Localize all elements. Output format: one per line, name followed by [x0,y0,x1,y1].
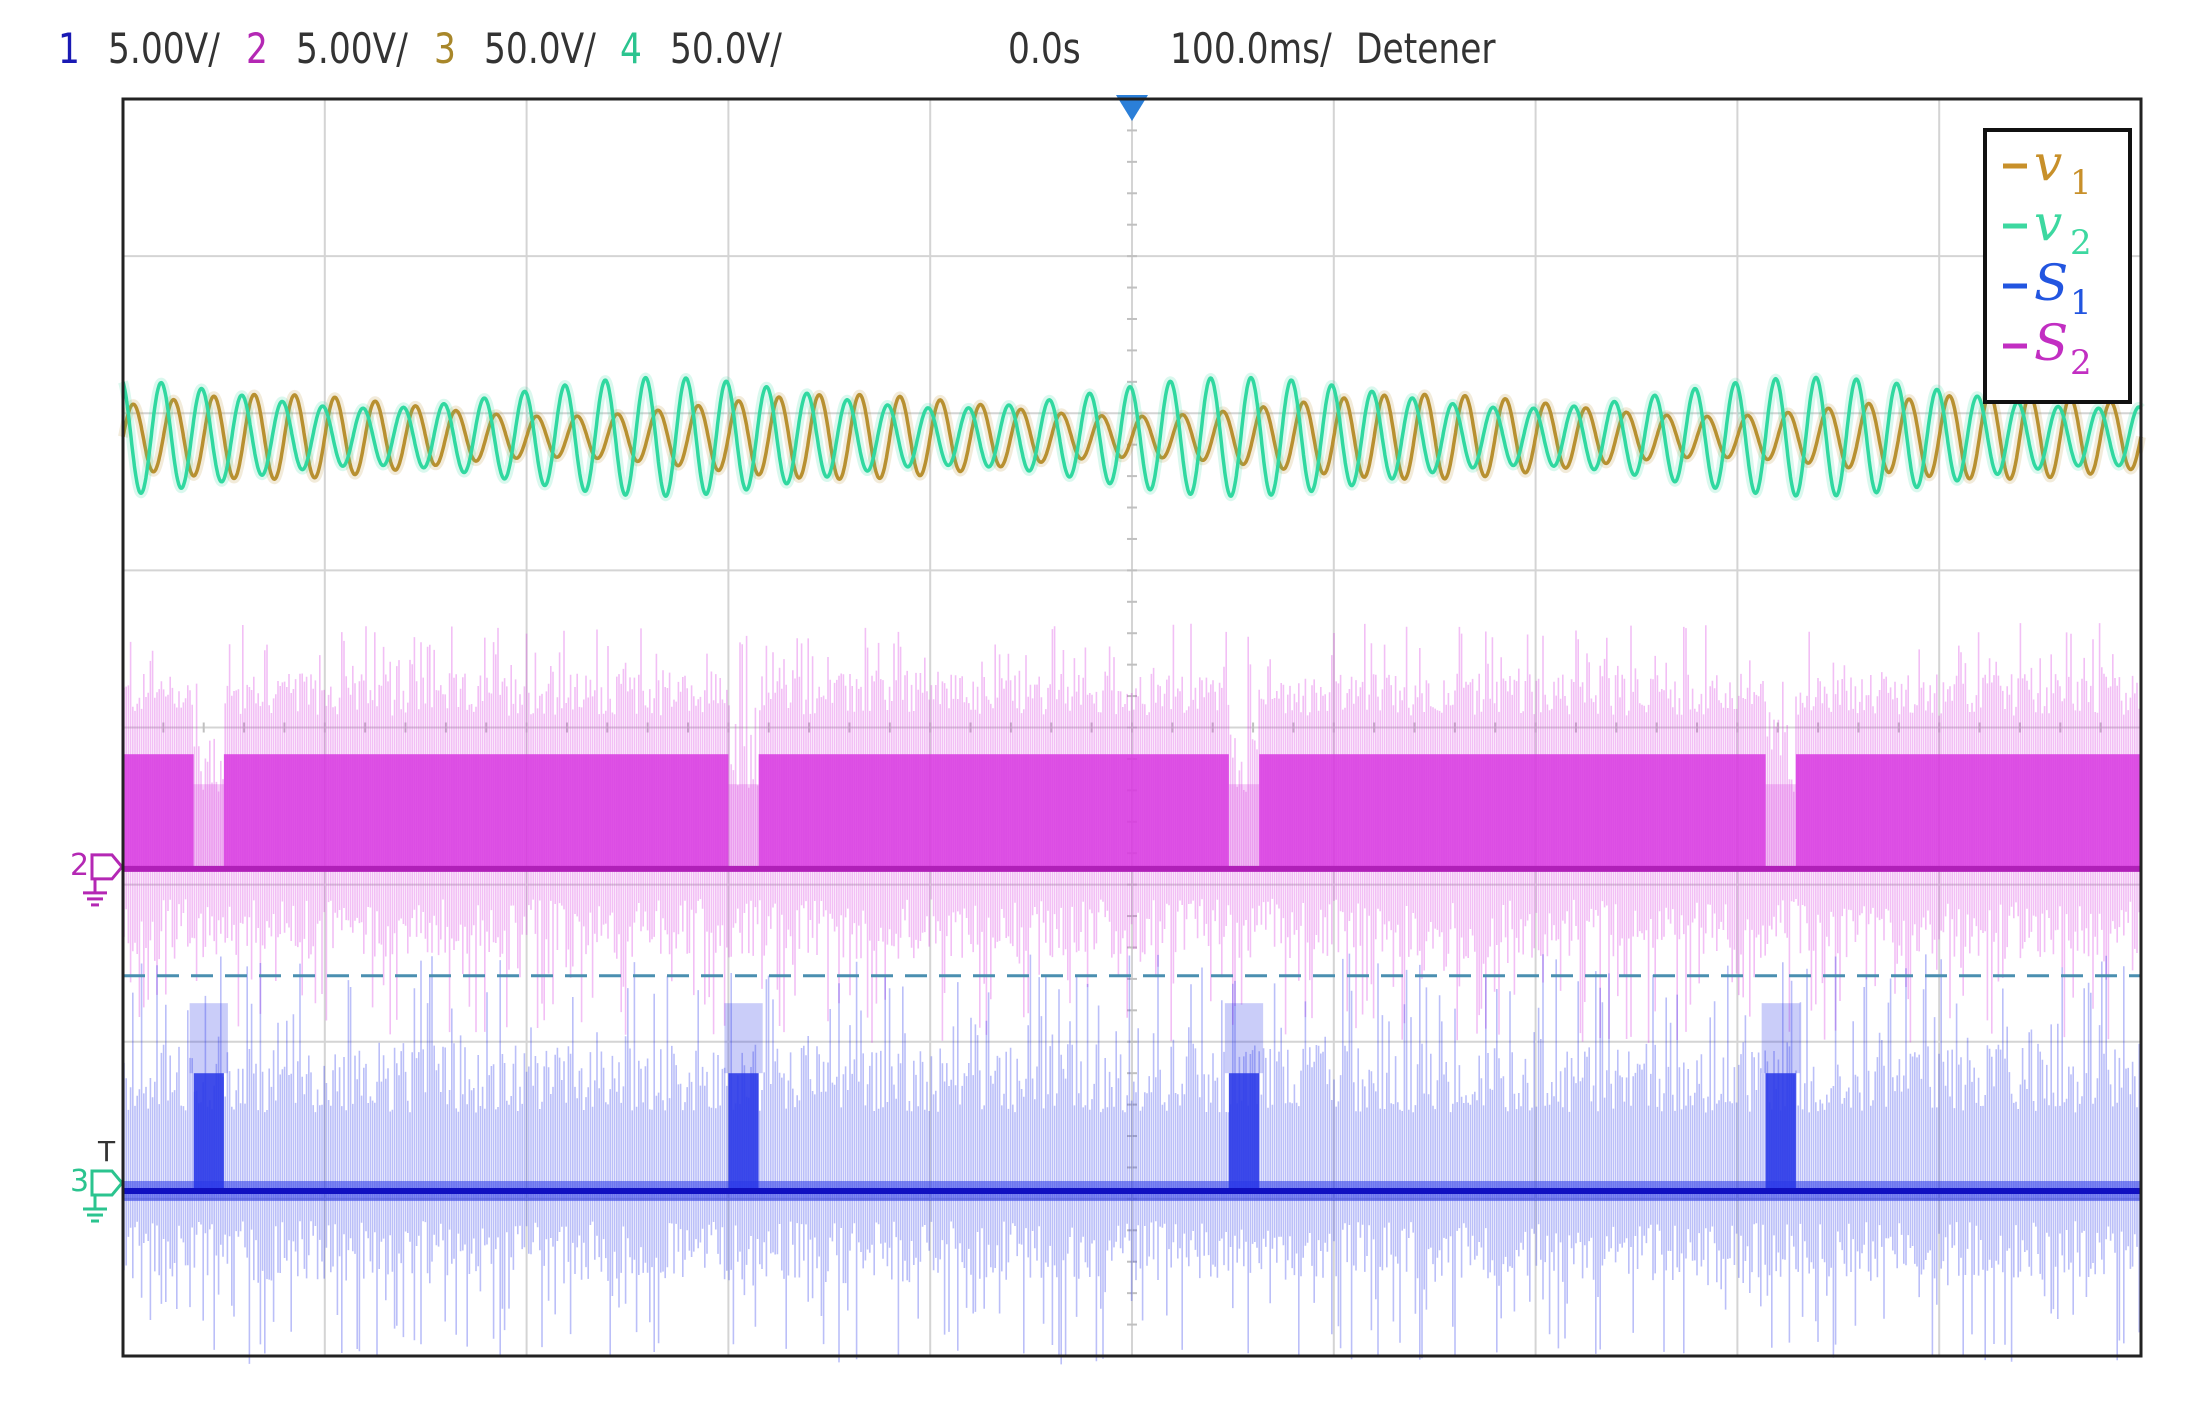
S1-trace [123,953,2141,1365]
S2-high-segment [1795,754,2141,869]
S1-pulse [728,1073,759,1192]
traces [118,372,2146,1365]
legend-entry-S2: S [2034,314,2068,372]
legend-entry-S1: S [2034,254,2068,312]
S2-high-segment [1259,754,1766,869]
legend-box [1983,128,2132,404]
S2-trace [123,623,2141,1043]
legend-subscript-v1: 1 [2070,163,2092,203]
v2-trace [118,372,2146,502]
S1-pulse-overshoot [1761,1003,1800,1074]
channel-1-index[interactable]: 1 [58,24,80,73]
trigger-level-label: T [97,1135,116,1168]
channel-2-index[interactable]: 2 [246,24,268,73]
S1-pulse [1765,1073,1796,1192]
ch3-marker-label: 3 [70,1164,89,1199]
channel-4-index[interactable]: 4 [620,24,642,73]
ch2-marker-arrow [90,853,124,881]
ch3-marker-arrow [90,1169,124,1197]
S1-pulse [193,1073,224,1192]
S2-gap-shade [193,784,224,869]
scope-status-bar: 1 5.00V/ 2 5.00V/ 3 50.0V/ 4 50.0V/ 0.0s… [0,0,2199,96]
S2-gap-shade [728,784,759,869]
legend-subscript-S1: 1 [2070,283,2092,323]
channel-3-scale[interactable]: 50.0V/ [484,24,596,73]
legend: v 1v 2S 1S 2 [1983,128,2132,404]
channel-markers: 2 3T [70,848,124,1223]
ch2-marker-label: 2 [70,848,89,883]
S1-pulse [1228,1073,1260,1192]
legend-entry-v1: v [2034,134,2062,192]
S1-pulse-overshoot [189,1003,228,1074]
S2-high-segment [758,754,1229,869]
v2-line [121,375,2143,498]
channel-2-scale[interactable]: 5.00V/ [296,24,408,73]
timebase[interactable]: 100.0ms/ [1170,24,1332,73]
legend-entry-v2: v [2034,194,2062,252]
S1-pulse-overshoot [1224,1003,1264,1074]
legend-subscript-v2: 2 [2070,223,2092,263]
channel-1-scale[interactable]: 5.00V/ [108,24,220,73]
S2-high-segment [123,754,194,869]
plot-frame [121,97,2143,1358]
channel-3-index[interactable]: 3 [434,24,456,73]
S2-gap-shade [1765,784,1796,869]
S2-high-segment [223,754,729,869]
legend-subscript-S2: 2 [2070,343,2092,383]
run-status[interactable]: Detener [1356,24,1496,73]
channel-4-scale[interactable]: 50.0V/ [670,24,782,73]
S2-gap-shade [1228,784,1260,869]
trigger-time[interactable]: 0.0s [1008,24,1081,73]
S1-pulse-overshoot [724,1003,763,1074]
trigger-position-marker[interactable] [1116,95,1148,121]
